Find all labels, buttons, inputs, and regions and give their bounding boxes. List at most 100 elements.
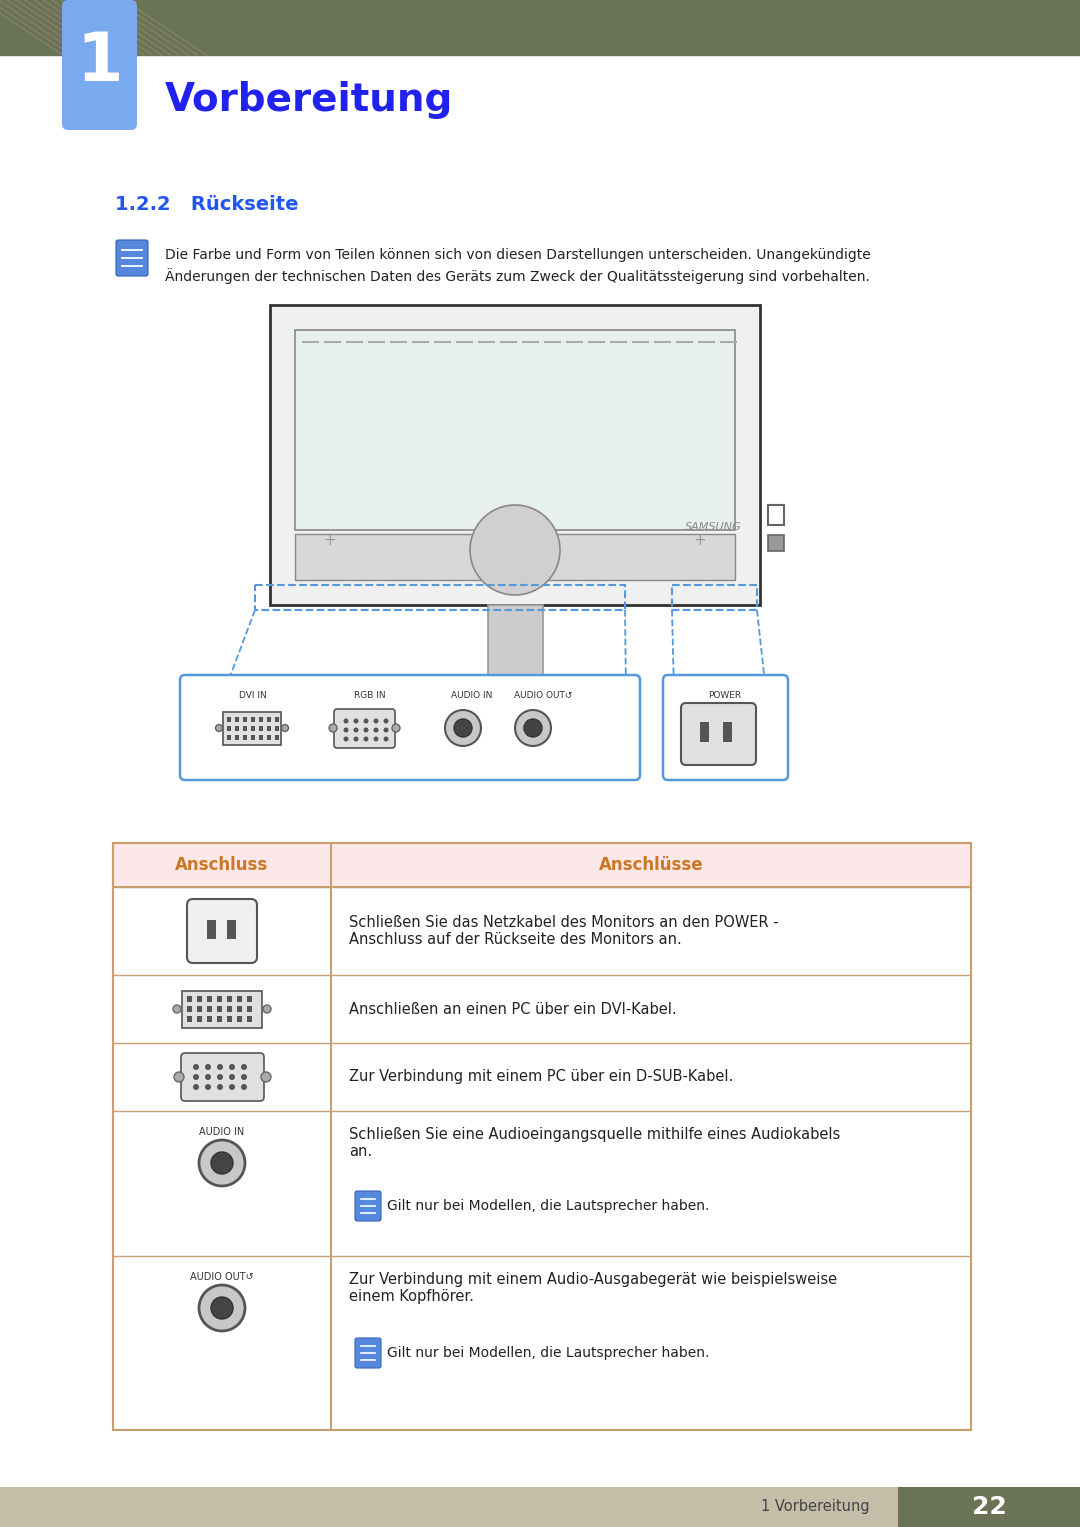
Circle shape — [454, 719, 472, 738]
Bar — [235, 734, 239, 741]
Bar — [267, 734, 271, 741]
Text: Schließen Sie eine Audioeingangsquelle mithilfe eines Audiokabels
an.: Schließen Sie eine Audioeingangsquelle m… — [349, 1127, 840, 1159]
Text: AUDIO IN: AUDIO IN — [200, 1127, 245, 1138]
Circle shape — [241, 1064, 247, 1070]
Circle shape — [241, 1073, 247, 1080]
Bar — [270, 305, 760, 605]
Bar — [243, 725, 247, 731]
Circle shape — [343, 736, 349, 742]
Bar — [295, 534, 735, 580]
Bar — [227, 1015, 232, 1022]
Bar — [197, 1006, 202, 1012]
Circle shape — [173, 1005, 181, 1012]
Circle shape — [211, 1296, 233, 1319]
Bar — [222, 712, 281, 745]
Circle shape — [282, 724, 288, 731]
Bar — [207, 996, 212, 1002]
Bar — [227, 725, 231, 731]
Bar — [259, 725, 264, 731]
Circle shape — [264, 1005, 271, 1012]
Bar — [227, 996, 232, 1002]
Text: +: + — [324, 533, 336, 548]
Circle shape — [193, 1084, 199, 1090]
Text: Gilt nur bei Modellen, die Lautsprecher haben.: Gilt nur bei Modellen, die Lautsprecher … — [387, 1199, 710, 1212]
Text: Änderungen der technischen Daten des Geräts zum Zweck der Qualitätssteigerung si: Änderungen der technischen Daten des Ger… — [165, 269, 869, 284]
Bar — [217, 1015, 222, 1022]
Circle shape — [199, 1286, 245, 1332]
Bar — [251, 725, 255, 731]
Text: AUDIO OUT↺: AUDIO OUT↺ — [190, 1272, 254, 1283]
Bar — [267, 718, 271, 722]
Circle shape — [445, 710, 481, 747]
Bar — [267, 725, 271, 731]
Bar — [113, 843, 971, 1429]
Bar — [113, 843, 971, 887]
Circle shape — [217, 1064, 222, 1070]
Circle shape — [383, 719, 389, 724]
Bar — [237, 1006, 242, 1012]
Bar — [295, 330, 735, 530]
Bar — [700, 722, 708, 742]
Circle shape — [193, 1064, 199, 1070]
Circle shape — [205, 1073, 211, 1080]
Ellipse shape — [420, 695, 610, 734]
Circle shape — [353, 736, 359, 742]
Text: Zur Verbindung mit einem Audio-Ausgabegerät wie beispielsweise
einem Kopfhörer.: Zur Verbindung mit einem Audio-Ausgabege… — [349, 1272, 837, 1304]
Text: 22: 22 — [972, 1495, 1007, 1519]
Bar — [672, 585, 757, 609]
Bar — [251, 718, 255, 722]
Bar — [237, 1015, 242, 1022]
Circle shape — [364, 719, 368, 724]
Bar — [251, 734, 255, 741]
Bar — [207, 919, 216, 939]
FancyBboxPatch shape — [181, 1054, 264, 1101]
Circle shape — [374, 727, 378, 733]
Text: Anschließen an einen PC über ein DVI-Kabel.: Anschließen an einen PC über ein DVI-Kab… — [349, 1002, 677, 1017]
Bar — [259, 718, 264, 722]
Text: RGB IN: RGB IN — [354, 692, 386, 699]
Text: 1 Vorbereitung: 1 Vorbereitung — [761, 1500, 870, 1515]
Circle shape — [217, 1073, 222, 1080]
Circle shape — [329, 724, 337, 731]
Circle shape — [205, 1064, 211, 1070]
Bar — [247, 1015, 252, 1022]
Circle shape — [193, 1073, 199, 1080]
Bar — [207, 1006, 212, 1012]
Circle shape — [353, 719, 359, 724]
Bar — [243, 718, 247, 722]
Bar — [488, 605, 543, 695]
Bar — [259, 734, 264, 741]
Bar — [235, 725, 239, 731]
Text: Schließen Sie das Netzkabel des Monitors an den POWER -
Anschluss auf der Rückse: Schließen Sie das Netzkabel des Monitors… — [349, 915, 779, 947]
Bar — [768, 534, 784, 551]
Circle shape — [211, 1151, 233, 1174]
Text: POWER: POWER — [708, 692, 742, 699]
Text: Die Farbe und Form von Teilen können sich von diesen Darstellungen unterscheiden: Die Farbe und Form von Teilen können sic… — [165, 247, 870, 263]
Bar — [187, 1006, 192, 1012]
Bar — [227, 1006, 232, 1012]
FancyBboxPatch shape — [180, 675, 640, 780]
FancyBboxPatch shape — [355, 1338, 381, 1368]
Bar — [197, 996, 202, 1002]
Circle shape — [392, 724, 400, 731]
Circle shape — [343, 719, 349, 724]
Bar — [768, 505, 784, 525]
Circle shape — [229, 1064, 235, 1070]
FancyBboxPatch shape — [62, 0, 137, 130]
Text: 1: 1 — [77, 29, 123, 95]
Circle shape — [229, 1073, 235, 1080]
Circle shape — [364, 736, 368, 742]
Bar — [227, 718, 231, 722]
Text: AUDIO IN: AUDIO IN — [451, 692, 492, 699]
Bar — [237, 996, 242, 1002]
Bar — [217, 1006, 222, 1012]
Circle shape — [343, 727, 349, 733]
Bar — [207, 1015, 212, 1022]
Bar — [247, 996, 252, 1002]
Bar — [275, 734, 279, 741]
Text: Anschlüsse: Anschlüsse — [598, 857, 703, 873]
Text: Vorbereitung: Vorbereitung — [165, 81, 454, 119]
Text: +: + — [693, 533, 706, 548]
FancyBboxPatch shape — [681, 702, 756, 765]
Bar — [275, 725, 279, 731]
